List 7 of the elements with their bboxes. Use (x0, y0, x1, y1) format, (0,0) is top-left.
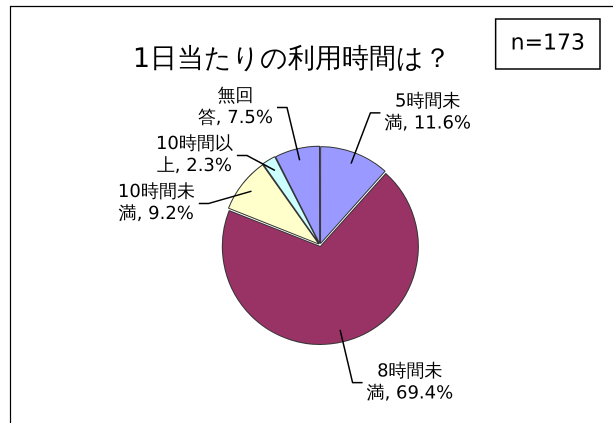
slice-label: 10時間以上, 2.3% (156, 133, 233, 176)
slice-label: 5時間未満, 11.6% (384, 90, 472, 134)
text: n=173 (510, 30, 586, 56)
slice-label: 無回答, 7.5% (198, 85, 273, 128)
chart-title: 1日当たりの利用時間は？ (132, 43, 452, 74)
slice-label: 8時間未満, 69.4% (366, 360, 454, 404)
slice-label: 10時間未満, 9.2% (118, 181, 195, 224)
